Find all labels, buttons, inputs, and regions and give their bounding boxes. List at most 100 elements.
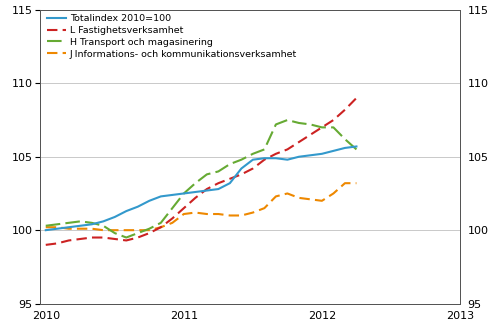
- Legend: Totalindex 2010=100, L Fastighetsverksamhet, H Transport och magasinering, J Inf: Totalindex 2010=100, L Fastighetsverksam…: [44, 11, 300, 62]
- L Fastighetsverksamhet: [238, 172, 244, 176]
- J Informations- och kommunikationsverksamhet: [273, 194, 279, 198]
- H Transport och magasinering: [354, 148, 360, 151]
- L Fastighetsverksamhet: [354, 96, 360, 100]
- Totalindex 2010=100: [319, 152, 325, 156]
- L Fastighetsverksamhet: [124, 239, 130, 243]
- Line: H Transport och magasinering: H Transport och magasinering: [46, 120, 356, 238]
- J Informations- och kommunikationsverksamhet: [100, 228, 106, 232]
- Totalindex 2010=100: [146, 199, 152, 203]
- J Informations- och kommunikationsverksamhet: [54, 225, 60, 229]
- H Transport och magasinering: [78, 219, 84, 223]
- H Transport och magasinering: [227, 162, 233, 166]
- L Fastighetsverksamhet: [135, 236, 141, 240]
- Totalindex 2010=100: [273, 156, 279, 160]
- Totalindex 2010=100: [216, 187, 222, 191]
- L Fastighetsverksamhet: [54, 242, 60, 246]
- H Transport och magasinering: [43, 224, 49, 228]
- Line: J Informations- och kommunikationsverksamhet: J Informations- och kommunikationsverksa…: [46, 183, 356, 230]
- L Fastighetsverksamhet: [158, 225, 164, 229]
- J Informations- och kommunikationsverksamhet: [158, 225, 164, 229]
- H Transport och magasinering: [54, 222, 60, 226]
- Totalindex 2010=100: [112, 215, 118, 219]
- J Informations- och kommunikationsverksamhet: [78, 227, 84, 231]
- Totalindex 2010=100: [66, 225, 72, 229]
- Totalindex 2010=100: [284, 158, 290, 162]
- Totalindex 2010=100: [227, 181, 233, 185]
- H Transport och magasinering: [135, 231, 141, 235]
- Totalindex 2010=100: [204, 188, 210, 192]
- H Transport och magasinering: [273, 122, 279, 126]
- J Informations- och kommunikationsverksamhet: [284, 191, 290, 195]
- H Transport och magasinering: [204, 172, 210, 176]
- L Fastighetsverksamhet: [78, 237, 84, 241]
- L Fastighetsverksamhet: [66, 239, 72, 243]
- Totalindex 2010=100: [135, 205, 141, 209]
- L Fastighetsverksamhet: [330, 118, 336, 122]
- J Informations- och kommunikationsverksamhet: [330, 191, 336, 195]
- J Informations- och kommunikationsverksamhet: [296, 196, 302, 200]
- J Informations- och kommunikationsverksamhet: [308, 197, 314, 201]
- L Fastighetsverksamhet: [204, 187, 210, 191]
- Totalindex 2010=100: [158, 194, 164, 198]
- L Fastighetsverksamhet: [284, 148, 290, 151]
- L Fastighetsverksamhet: [89, 236, 95, 240]
- Totalindex 2010=100: [238, 167, 244, 171]
- J Informations- och kommunikationsverksamhet: [342, 181, 348, 185]
- J Informations- och kommunikationsverksamhet: [43, 225, 49, 229]
- L Fastighetsverksamhet: [216, 181, 222, 185]
- J Informations- och kommunikationsverksamhet: [135, 228, 141, 232]
- H Transport och magasinering: [319, 125, 325, 129]
- Totalindex 2010=100: [43, 228, 49, 232]
- L Fastighetsverksamhet: [250, 167, 256, 171]
- J Informations- och kommunikationsverksamhet: [250, 211, 256, 214]
- Line: Totalindex 2010=100: Totalindex 2010=100: [46, 147, 356, 230]
- H Transport och magasinering: [250, 152, 256, 156]
- H Transport och magasinering: [89, 221, 95, 225]
- J Informations- och kommunikationsverksamhet: [112, 228, 118, 232]
- J Informations- och kommunikationsverksamhet: [66, 227, 72, 231]
- H Transport och magasinering: [192, 181, 198, 185]
- H Transport och magasinering: [238, 158, 244, 162]
- H Transport och magasinering: [284, 118, 290, 122]
- Totalindex 2010=100: [262, 156, 268, 160]
- H Transport och magasinering: [296, 121, 302, 125]
- J Informations- och kommunikationsverksamhet: [227, 214, 233, 217]
- H Transport och magasinering: [146, 227, 152, 231]
- L Fastighetsverksamhet: [181, 206, 187, 210]
- Totalindex 2010=100: [330, 149, 336, 153]
- Totalindex 2010=100: [308, 153, 314, 157]
- J Informations- och kommunikationsverksamhet: [124, 228, 130, 232]
- H Transport och magasinering: [170, 206, 175, 210]
- H Transport och magasinering: [342, 137, 348, 141]
- H Transport och magasinering: [181, 191, 187, 195]
- L Fastighetsverksamhet: [319, 125, 325, 129]
- Totalindex 2010=100: [170, 193, 175, 197]
- J Informations- och kommunikationsverksamhet: [262, 206, 268, 210]
- Totalindex 2010=100: [54, 227, 60, 231]
- Totalindex 2010=100: [296, 155, 302, 159]
- J Informations- och kommunikationsverksamhet: [238, 214, 244, 217]
- L Fastighetsverksamhet: [43, 243, 49, 247]
- Totalindex 2010=100: [192, 190, 198, 194]
- Totalindex 2010=100: [354, 145, 360, 148]
- H Transport och magasinering: [112, 231, 118, 235]
- J Informations- och kommunikationsverksamhet: [216, 212, 222, 216]
- Totalindex 2010=100: [100, 219, 106, 223]
- L Fastighetsverksamhet: [308, 133, 314, 137]
- Line: L Fastighetsverksamhet: L Fastighetsverksamhet: [46, 98, 356, 245]
- L Fastighetsverksamhet: [262, 158, 268, 162]
- J Informations- och kommunikationsverksamhet: [354, 181, 360, 185]
- J Informations- och kommunikationsverksamhet: [89, 227, 95, 231]
- L Fastighetsverksamhet: [342, 108, 348, 112]
- H Transport och magasinering: [124, 236, 130, 240]
- L Fastighetsverksamhet: [192, 196, 198, 200]
- L Fastighetsverksamhet: [100, 236, 106, 240]
- J Informations- och kommunikationsverksamhet: [192, 211, 198, 214]
- Totalindex 2010=100: [181, 191, 187, 195]
- J Informations- och kommunikationsverksamhet: [204, 212, 210, 216]
- Totalindex 2010=100: [250, 158, 256, 162]
- Totalindex 2010=100: [89, 222, 95, 226]
- L Fastighetsverksamhet: [170, 216, 175, 220]
- L Fastighetsverksamhet: [146, 231, 152, 235]
- L Fastighetsverksamhet: [273, 152, 279, 156]
